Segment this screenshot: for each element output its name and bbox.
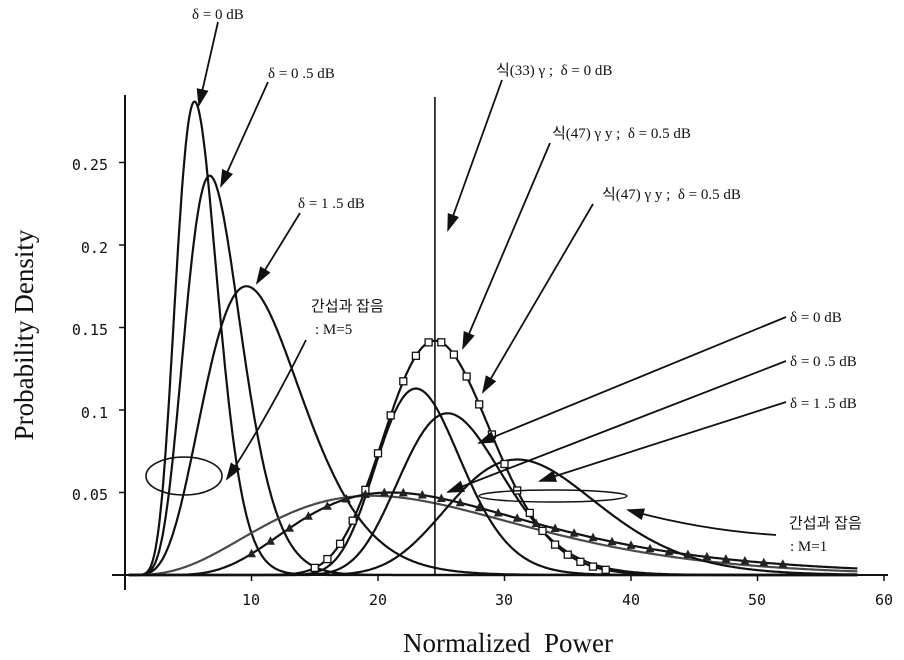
square-marker <box>323 554 332 564</box>
arrow <box>538 401 787 482</box>
y-tick-label: 0.2 <box>81 239 108 257</box>
triangle-marker <box>664 546 674 556</box>
annotation-eq47-b: 식(47) γ y ; δ = 0.5 dB <box>602 186 741 203</box>
triangle-marker <box>303 511 313 520</box>
triangle-marker <box>474 502 484 512</box>
annotation-noise-m1-line1: 간섭과 잡음 <box>789 515 862 532</box>
y-tick-label: 0.05 <box>72 486 108 504</box>
arrow <box>462 142 551 350</box>
y-tick-label: 0.15 <box>72 321 108 339</box>
triangle-marker <box>398 487 408 497</box>
x-tick-label: 50 <box>748 591 766 609</box>
x-tick-label: 20 <box>369 591 387 609</box>
series-curve-6 <box>128 387 858 577</box>
x-tick-label: 30 <box>495 591 513 609</box>
annotation-eq33: 식(33) γ ; δ = 0 dB <box>496 62 612 79</box>
arrow <box>196 21 219 107</box>
triangle-marker <box>550 523 560 532</box>
triangle-marker <box>285 523 294 532</box>
triangle-marker <box>588 532 598 542</box>
triangle-marker <box>417 490 427 499</box>
annotation-eq47-a: 식(47) γ y ; δ = 0.5 dB <box>552 125 691 142</box>
series-curve-1 <box>128 100 858 577</box>
square-marker <box>525 508 534 518</box>
triangle-marker <box>569 528 579 537</box>
triangle-marker <box>247 548 256 558</box>
arrow <box>447 79 503 232</box>
square-marker <box>399 377 408 386</box>
square-marker <box>449 350 459 359</box>
triangle-marker <box>379 487 389 497</box>
square-marker <box>411 351 421 360</box>
triangle-marker <box>266 536 275 545</box>
annotation-delta-0db-top: δ = 0 dB <box>192 7 244 23</box>
square-marker <box>310 563 319 573</box>
triangle-marker <box>721 554 731 563</box>
triangle-marker <box>493 508 503 517</box>
arrow <box>446 360 787 493</box>
x-tick-label: 10 <box>242 591 260 609</box>
square-marker <box>373 449 383 458</box>
arrow <box>626 508 777 536</box>
square-marker <box>563 550 572 559</box>
arrow <box>481 203 594 394</box>
square-marker <box>601 565 610 574</box>
annotation-delta-0db-right: δ = 0 dB <box>790 310 842 326</box>
square-marker <box>348 516 357 525</box>
square-marker <box>424 338 433 347</box>
annotation-arrows <box>196 21 787 536</box>
triangle-marker <box>702 551 712 561</box>
square-marker <box>576 557 585 566</box>
triangle-marker <box>436 493 446 502</box>
annotation-noise-m5-line1: 간섭과 잡음 <box>311 298 384 315</box>
square-marker <box>500 459 509 469</box>
triangle-marker <box>512 513 522 522</box>
annotation-noise-m5-line2: : M=5 <box>315 322 352 338</box>
annotation-delta-05db-top: δ = 0 .5 dB <box>268 66 335 82</box>
y-tick-label: 0.1 <box>81 404 108 422</box>
x-tick-label: 60 <box>875 591 893 609</box>
square-marker <box>538 526 547 536</box>
triangle-marker <box>778 559 788 568</box>
ticks-group <box>119 161 885 581</box>
x-axis-title: Normalized Power <box>403 628 613 658</box>
markers-group <box>247 338 788 574</box>
triangle-marker <box>626 540 636 549</box>
square-marker <box>335 539 345 548</box>
m5-group-ellipse <box>145 456 223 496</box>
annotation-delta-05db-right: δ = 0 .5 dB <box>790 354 857 370</box>
square-marker <box>462 372 471 381</box>
square-marker <box>386 411 395 420</box>
arrow <box>220 81 269 188</box>
triangle-marker <box>341 494 351 503</box>
series-curve-5 <box>128 494 858 577</box>
curves-group <box>128 100 858 577</box>
annotation-noise-m1-line2: : M=1 <box>790 539 827 555</box>
square-marker <box>475 400 484 409</box>
arrow <box>225 339 307 481</box>
triangle-marker <box>455 497 465 507</box>
square-marker <box>437 338 446 347</box>
triangle-marker <box>759 557 769 567</box>
y-axis-title: Probability Density <box>9 229 39 440</box>
triangle-marker <box>740 556 750 565</box>
arrow <box>255 212 301 285</box>
square-marker <box>588 562 598 571</box>
x-tick-label: 40 <box>622 591 640 609</box>
y-tick-label: 0.25 <box>72 156 108 174</box>
annotation-delta-15db-right: δ = 1 .5 dB <box>790 396 857 412</box>
triangle-marker <box>683 549 693 558</box>
triangle-marker <box>360 489 370 498</box>
triangle-marker <box>531 518 541 527</box>
annotation-delta-15db-top: δ = 1 .5 dB <box>298 196 365 212</box>
triangle-marker <box>322 501 332 510</box>
square-marker <box>550 540 560 549</box>
arrow <box>477 316 787 444</box>
triangle-marker <box>607 536 617 546</box>
m1-group-ellipse <box>478 489 628 503</box>
triangle-marker <box>645 543 655 553</box>
